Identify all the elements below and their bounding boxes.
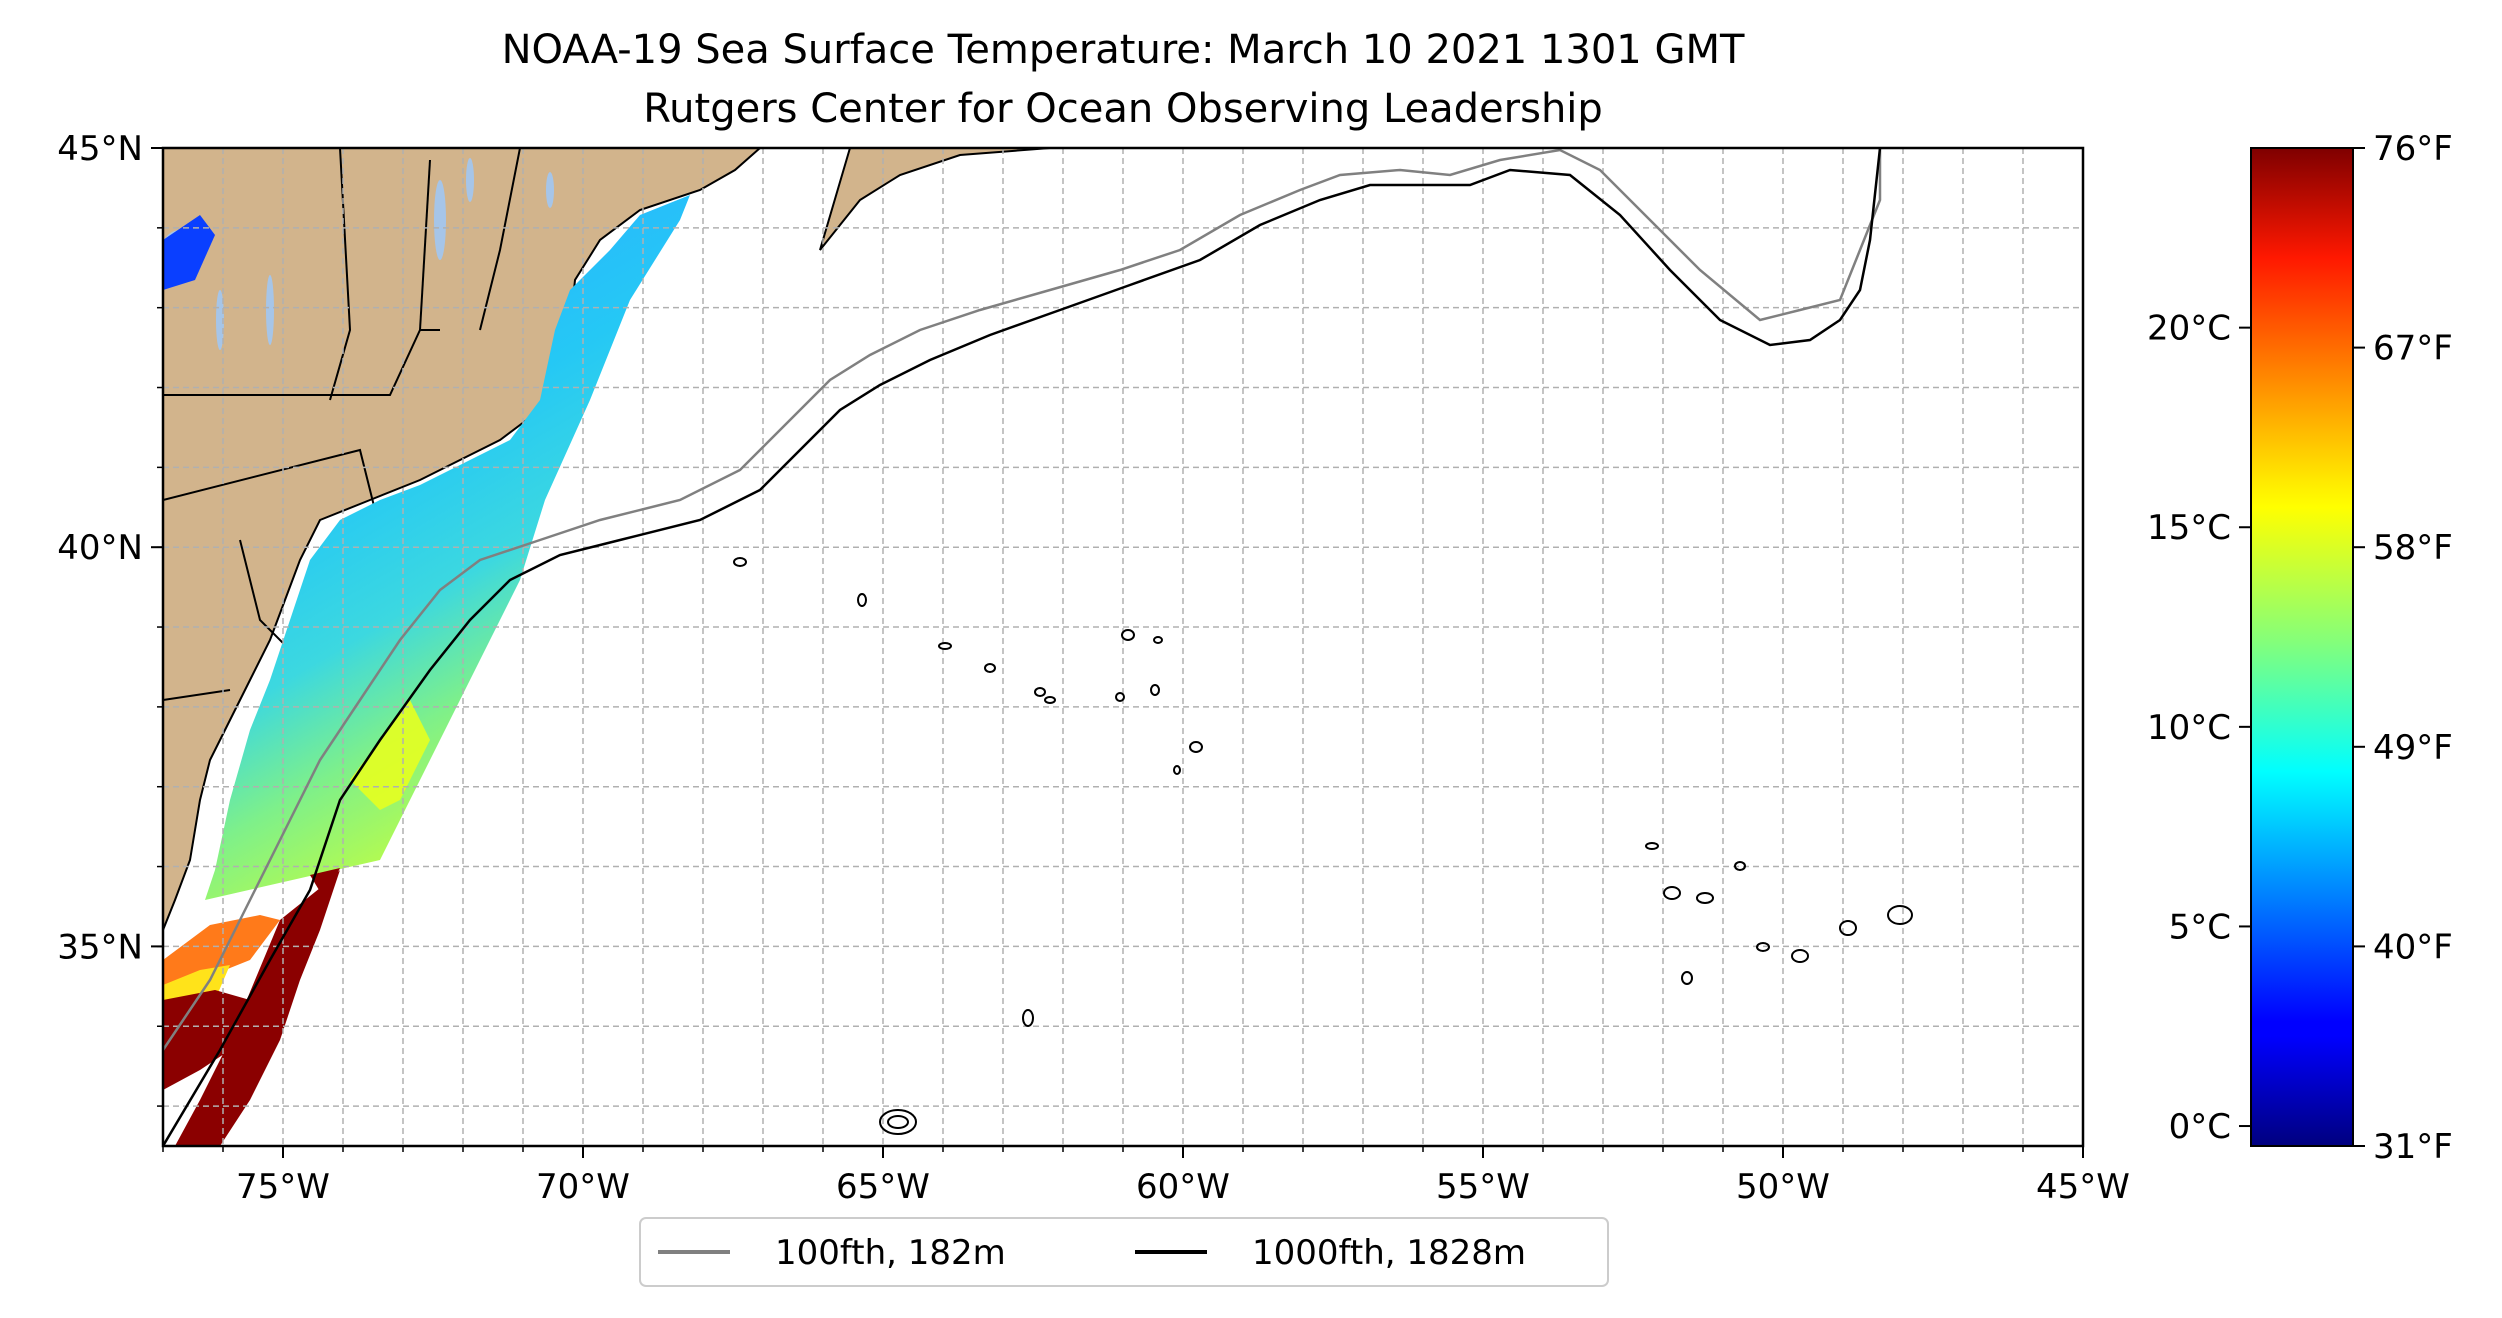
lon-tick-label: 50°W [1736, 1167, 1830, 1207]
colorbar: 0°C 5°C 10°C 15°C 20°C 31°F 40°F 49°F 58°F 67°F 7… [2147, 129, 2453, 1167]
contour-100fth [163, 148, 1882, 1051]
colorbar-gradient [2250, 147, 2354, 1147]
chart-title-line2: Rutgers Center for Ocean Observing Leade… [643, 86, 1603, 132]
fahrenheit-tick-label: 76°F [2373, 129, 2453, 169]
fahrenheit-tick-label: 49°F [2373, 728, 2453, 768]
map-gridlines [163, 148, 2083, 1146]
lon-tick-label: 45°W [2036, 1167, 2130, 1207]
fahrenheit-tick-label: 58°F [2373, 528, 2453, 568]
gulf-stream-warm [175, 870, 340, 1146]
legend: 100fth, 182m 1000fth, 1828m [639, 1217, 1609, 1287]
lon-axis: 75°W 70°W 65°W 60°W 55°W 50°W 45°W [162, 1146, 2130, 1207]
lat-axis: 45°N 40°N 35°N [57, 129, 163, 1107]
chart-title-line1: NOAA-19 Sea Surface Temperature: March 1… [502, 27, 1745, 73]
lakes [163, 158, 554, 350]
map-panel [163, 148, 2083, 1146]
fahrenheit-tick-label: 67°F [2373, 329, 2453, 369]
us-landmass [163, 148, 762, 931]
sst-swath-warm [350, 700, 430, 810]
colorbar-celsius-ticks: 0°C 5°C 10°C 15°C 20°C [2147, 309, 2251, 1147]
lon-tick-label: 55°W [1436, 1167, 1530, 1207]
lon-tick-label: 75°W [236, 1167, 330, 1207]
celsius-tick-label: 20°C [2147, 309, 2231, 349]
gulf-stream-red [163, 990, 250, 1090]
seamount-contours [733, 557, 1913, 1135]
contour-1000fth [163, 148, 1882, 1146]
colorbar-fahrenheit-ticks: 31°F 40°F 49°F 58°F 67°F 76°F [2353, 129, 2453, 1167]
celsius-tick-label: 10°C [2147, 708, 2231, 748]
lat-tick-label: 35°N [57, 927, 143, 967]
lon-tick-label: 65°W [836, 1167, 930, 1207]
lat-tick-label: 40°N [57, 528, 143, 568]
canada-landmass [819, 148, 1051, 251]
legend-label-1000fth: 1000fth, 1828m [1252, 1233, 1526, 1273]
lat-tick-label: 45°N [57, 129, 143, 169]
celsius-tick-label: 0°C [2169, 1107, 2231, 1147]
lon-tick-label: 60°W [1136, 1167, 1230, 1207]
celsius-tick-label: 5°C [2169, 907, 2231, 947]
legend-label-100fth: 100fth, 182m [775, 1233, 1006, 1273]
legend-box [639, 1217, 1609, 1287]
gulf-stream-patch [310, 868, 340, 900]
fahrenheit-tick-label: 40°F [2373, 927, 2453, 967]
lon-tick-label: 70°W [536, 1167, 630, 1207]
fahrenheit-tick-label: 31°F [2373, 1127, 2453, 1167]
celsius-tick-label: 15°C [2147, 508, 2231, 548]
